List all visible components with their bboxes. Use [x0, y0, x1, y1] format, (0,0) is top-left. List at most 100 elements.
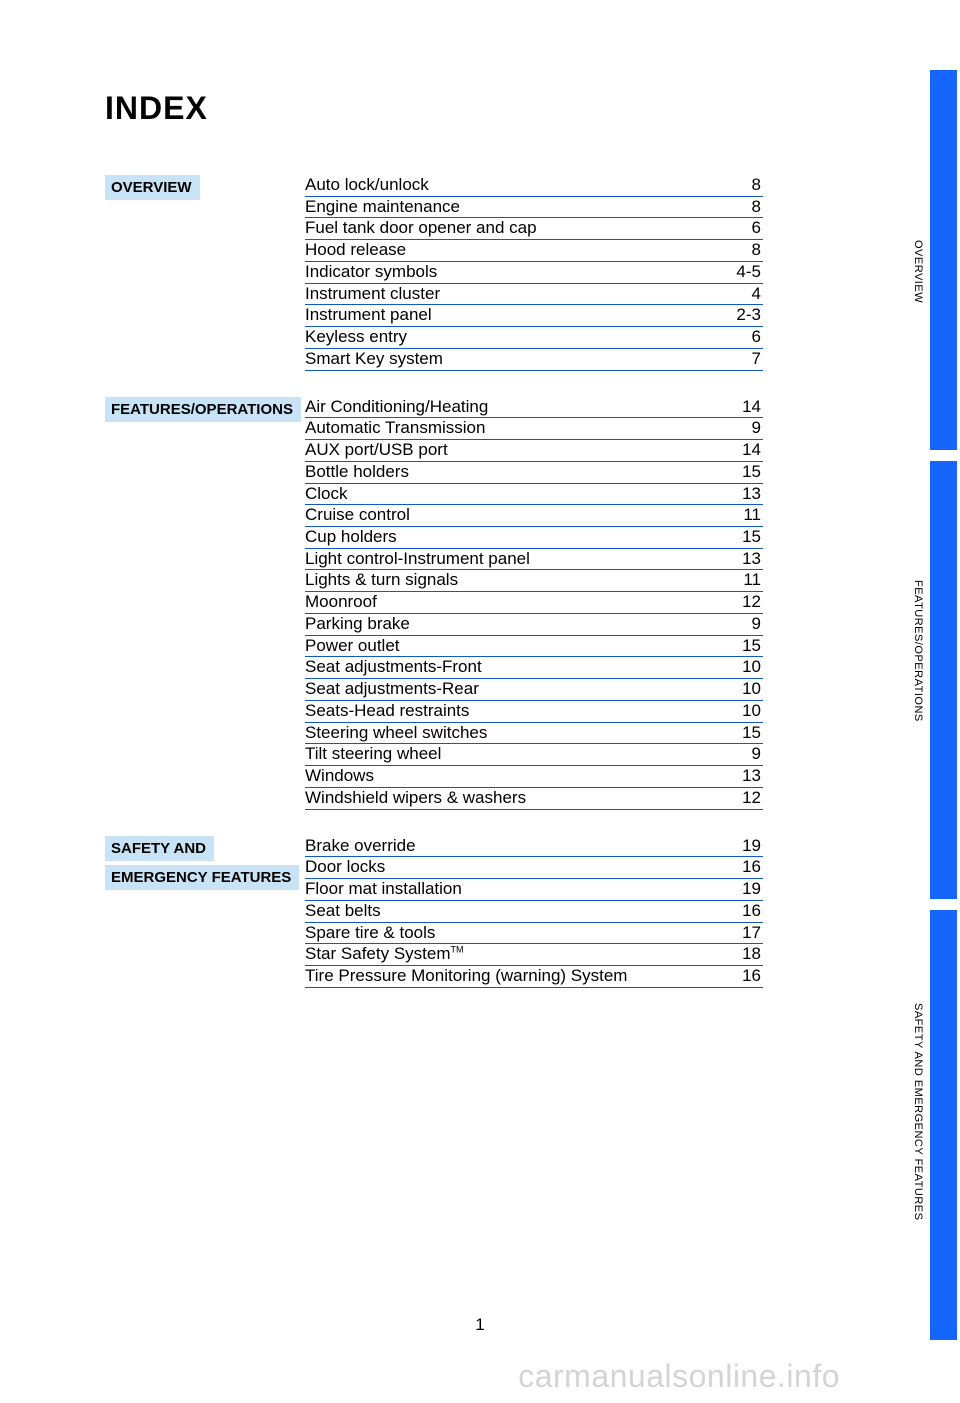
side-tabs: OVERVIEWFEATURES/OPERATIONSSAFETY AND EM… — [864, 0, 960, 1403]
entry-page: 19 — [717, 836, 761, 857]
sections-container: OVERVIEWAuto lock/unlock8Engine maintena… — [105, 175, 960, 988]
index-section: FEATURES/OPERATIONSAir Conditioning/Heat… — [105, 397, 960, 810]
entry-name: Door locks — [305, 857, 385, 878]
entry-name: Steering wheel switches — [305, 723, 487, 744]
index-entry: Bottle holders15 — [305, 462, 763, 484]
entry-name: AUX port/USB port — [305, 440, 448, 461]
index-entry: Parking brake 9 — [305, 614, 763, 636]
entry-page: 6 — [717, 327, 761, 348]
tab-label: OVERVIEW — [912, 240, 924, 303]
tab-label: SAFETY AND EMERGENCY FEATURES — [912, 1003, 924, 1220]
entry-page: 15 — [717, 723, 761, 744]
entry-page: 18 — [717, 944, 761, 965]
entry-page: 9 — [717, 744, 761, 765]
index-entry: Keyless entry 6 — [305, 327, 763, 349]
entry-page: 8 — [717, 240, 761, 261]
index-entry: Windshield wipers & washers12 — [305, 788, 763, 810]
index-entry: Steering wheel switches 15 — [305, 723, 763, 745]
entry-name: Tilt steering wheel — [305, 744, 441, 765]
entry-name: Windows — [305, 766, 374, 787]
index-entry: Instrument cluster4 — [305, 284, 763, 306]
entries-list: Brake override19Door locks16Floor mat in… — [305, 836, 763, 988]
entry-name: Cruise control — [305, 505, 410, 526]
entry-page: 17 — [717, 923, 761, 944]
section-label-text: EMERGENCY FEATURES — [105, 865, 299, 890]
index-page: INDEX OVERVIEWAuto lock/unlock8Engine ma… — [0, 0, 960, 1403]
index-section: SAFETY ANDEMERGENCY FEATURESBrake overri… — [105, 836, 960, 988]
entry-name: Clock — [305, 484, 348, 505]
entry-name: Instrument panel — [305, 305, 432, 326]
entry-name: Engine maintenance — [305, 197, 460, 218]
section-label: OVERVIEW — [105, 175, 305, 371]
entry-name: Floor mat installation — [305, 879, 462, 900]
entry-name: Instrument cluster — [305, 284, 440, 305]
index-entry: Hood release 8 — [305, 240, 763, 262]
index-entry: Moonroof12 — [305, 592, 763, 614]
entry-name: Seat adjustments-Front — [305, 657, 482, 678]
index-entry: Smart Key system 7 — [305, 349, 763, 371]
entry-name: Spare tire & tools — [305, 923, 435, 944]
entry-page: 9 — [717, 418, 761, 439]
entry-name: Cup holders — [305, 527, 397, 548]
index-entry: Light control-Instrument panel13 — [305, 549, 763, 571]
entry-name: Smart Key system — [305, 349, 443, 370]
entry-page: 13 — [717, 766, 761, 787]
entry-page: 7 — [717, 349, 761, 370]
index-entry: Auto lock/unlock8 — [305, 175, 763, 197]
entry-name: Seat belts — [305, 901, 381, 922]
index-entry: Automatic Transmission9 — [305, 418, 763, 440]
entry-page: 14 — [717, 397, 761, 418]
index-entry: Seat adjustments-Front 10 — [305, 657, 763, 679]
entry-page: 11 — [717, 570, 761, 591]
entry-name: Hood release — [305, 240, 406, 261]
index-entry: Door locks16 — [305, 857, 763, 879]
index-entry: Spare tire & tools 17 — [305, 923, 763, 945]
entry-page: 15 — [717, 636, 761, 657]
section-label: FEATURES/OPERATIONS — [105, 397, 305, 810]
index-entry: Engine maintenance 8 — [305, 197, 763, 219]
index-entry: Clock 13 — [305, 484, 763, 506]
tab-bar — [930, 70, 957, 450]
section-label-text: FEATURES/OPERATIONS — [105, 397, 301, 422]
entry-name: Brake override — [305, 836, 416, 857]
entry-page: 6 — [717, 218, 761, 239]
entries-list: Air Conditioning/Heating 14Automatic Tran… — [305, 397, 763, 810]
entry-name: Air Conditioning/Heating — [305, 397, 488, 418]
entry-page: 19 — [717, 879, 761, 900]
entry-page: 11 — [717, 505, 761, 526]
index-entry: AUX port/USB port 14 — [305, 440, 763, 462]
entry-name: Seat adjustments-Rear — [305, 679, 479, 700]
index-entry: Brake override 19 — [305, 836, 763, 858]
entry-page: 15 — [717, 462, 761, 483]
index-entry: Seat adjustments-Rear10 — [305, 679, 763, 701]
entry-name: Keyless entry — [305, 327, 407, 348]
entry-page: 8 — [717, 197, 761, 218]
entry-page: 13 — [717, 484, 761, 505]
section-label: SAFETY ANDEMERGENCY FEATURES — [105, 836, 305, 988]
index-entry: Seat belts 16 — [305, 901, 763, 923]
entry-name: Parking brake — [305, 614, 410, 635]
entry-name: Windshield wipers & washers — [305, 788, 526, 809]
entry-page: 4-5 — [717, 262, 761, 283]
entry-page: 14 — [717, 440, 761, 461]
watermark: carmanualsonline.info — [518, 1358, 840, 1395]
entry-name: Light control-Instrument panel — [305, 549, 530, 570]
index-entry: Fuel tank door opener and cap6 — [305, 218, 763, 240]
entry-page: 9 — [717, 614, 761, 635]
entry-name-sup: TM — [451, 945, 464, 955]
page-number: 1 — [0, 1315, 960, 1335]
index-entry: Cruise control 11 — [305, 505, 763, 527]
index-entry: Tire Pressure Monitoring (warning) Syste… — [305, 966, 763, 988]
page-title: INDEX — [105, 90, 960, 127]
index-entry: Floor mat installation 19 — [305, 879, 763, 901]
index-entry: Indicator symbols4-5 — [305, 262, 763, 284]
entry-name: Power outlet — [305, 636, 400, 657]
entry-page: 10 — [717, 657, 761, 678]
index-entry: Cup holders15 — [305, 527, 763, 549]
entry-page: 16 — [717, 901, 761, 922]
index-entry: Windows 13 — [305, 766, 763, 788]
entry-name: Seats-Head restraints — [305, 701, 469, 722]
entry-page: 2-3 — [717, 305, 761, 326]
entries-list: Auto lock/unlock8Engine maintenance 8Fuel… — [305, 175, 763, 371]
entry-page: 10 — [717, 701, 761, 722]
